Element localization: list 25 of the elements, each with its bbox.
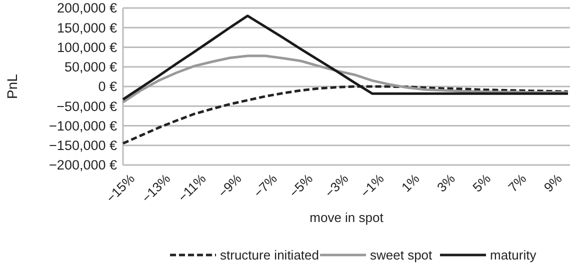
x-tick-label: 1% <box>398 170 423 195</box>
x-tick-label: 3% <box>434 170 458 195</box>
x-tick-label: −1% <box>357 170 388 200</box>
line-series <box>122 54 570 104</box>
x-tick-label: 9% <box>540 170 566 195</box>
y-tick-label: −50,000 € <box>56 98 118 114</box>
y-tick-label: −150,000 € <box>49 138 118 154</box>
y-tick-label: 200,000 € <box>56 0 118 16</box>
x-tick-label: −7% <box>250 170 280 200</box>
y-tick-label: −200,000 € <box>49 158 118 173</box>
legend-label: sweet spot <box>370 248 433 263</box>
x-tick-label: −3% <box>322 170 352 200</box>
x-tick-label: 7% <box>505 170 530 195</box>
legend-label: maturity <box>490 248 537 263</box>
x-axis-title: move in spot <box>310 210 384 225</box>
y-axis-title: PnL <box>4 74 20 99</box>
y-tick-label: 100,000 € <box>56 40 118 55</box>
y-tick-label: 0 € <box>98 79 118 94</box>
y-tick-label: 50,000 € <box>64 60 118 75</box>
x-tick-label: −9% <box>215 170 245 200</box>
y-tick-label: 150,000 € <box>56 20 118 36</box>
y-tick-label: −100,000 € <box>49 118 118 134</box>
x-tick-label: 5% <box>470 170 494 195</box>
legend-label: structure initiated <box>220 248 319 263</box>
x-tick-label: −5% <box>286 170 316 200</box>
